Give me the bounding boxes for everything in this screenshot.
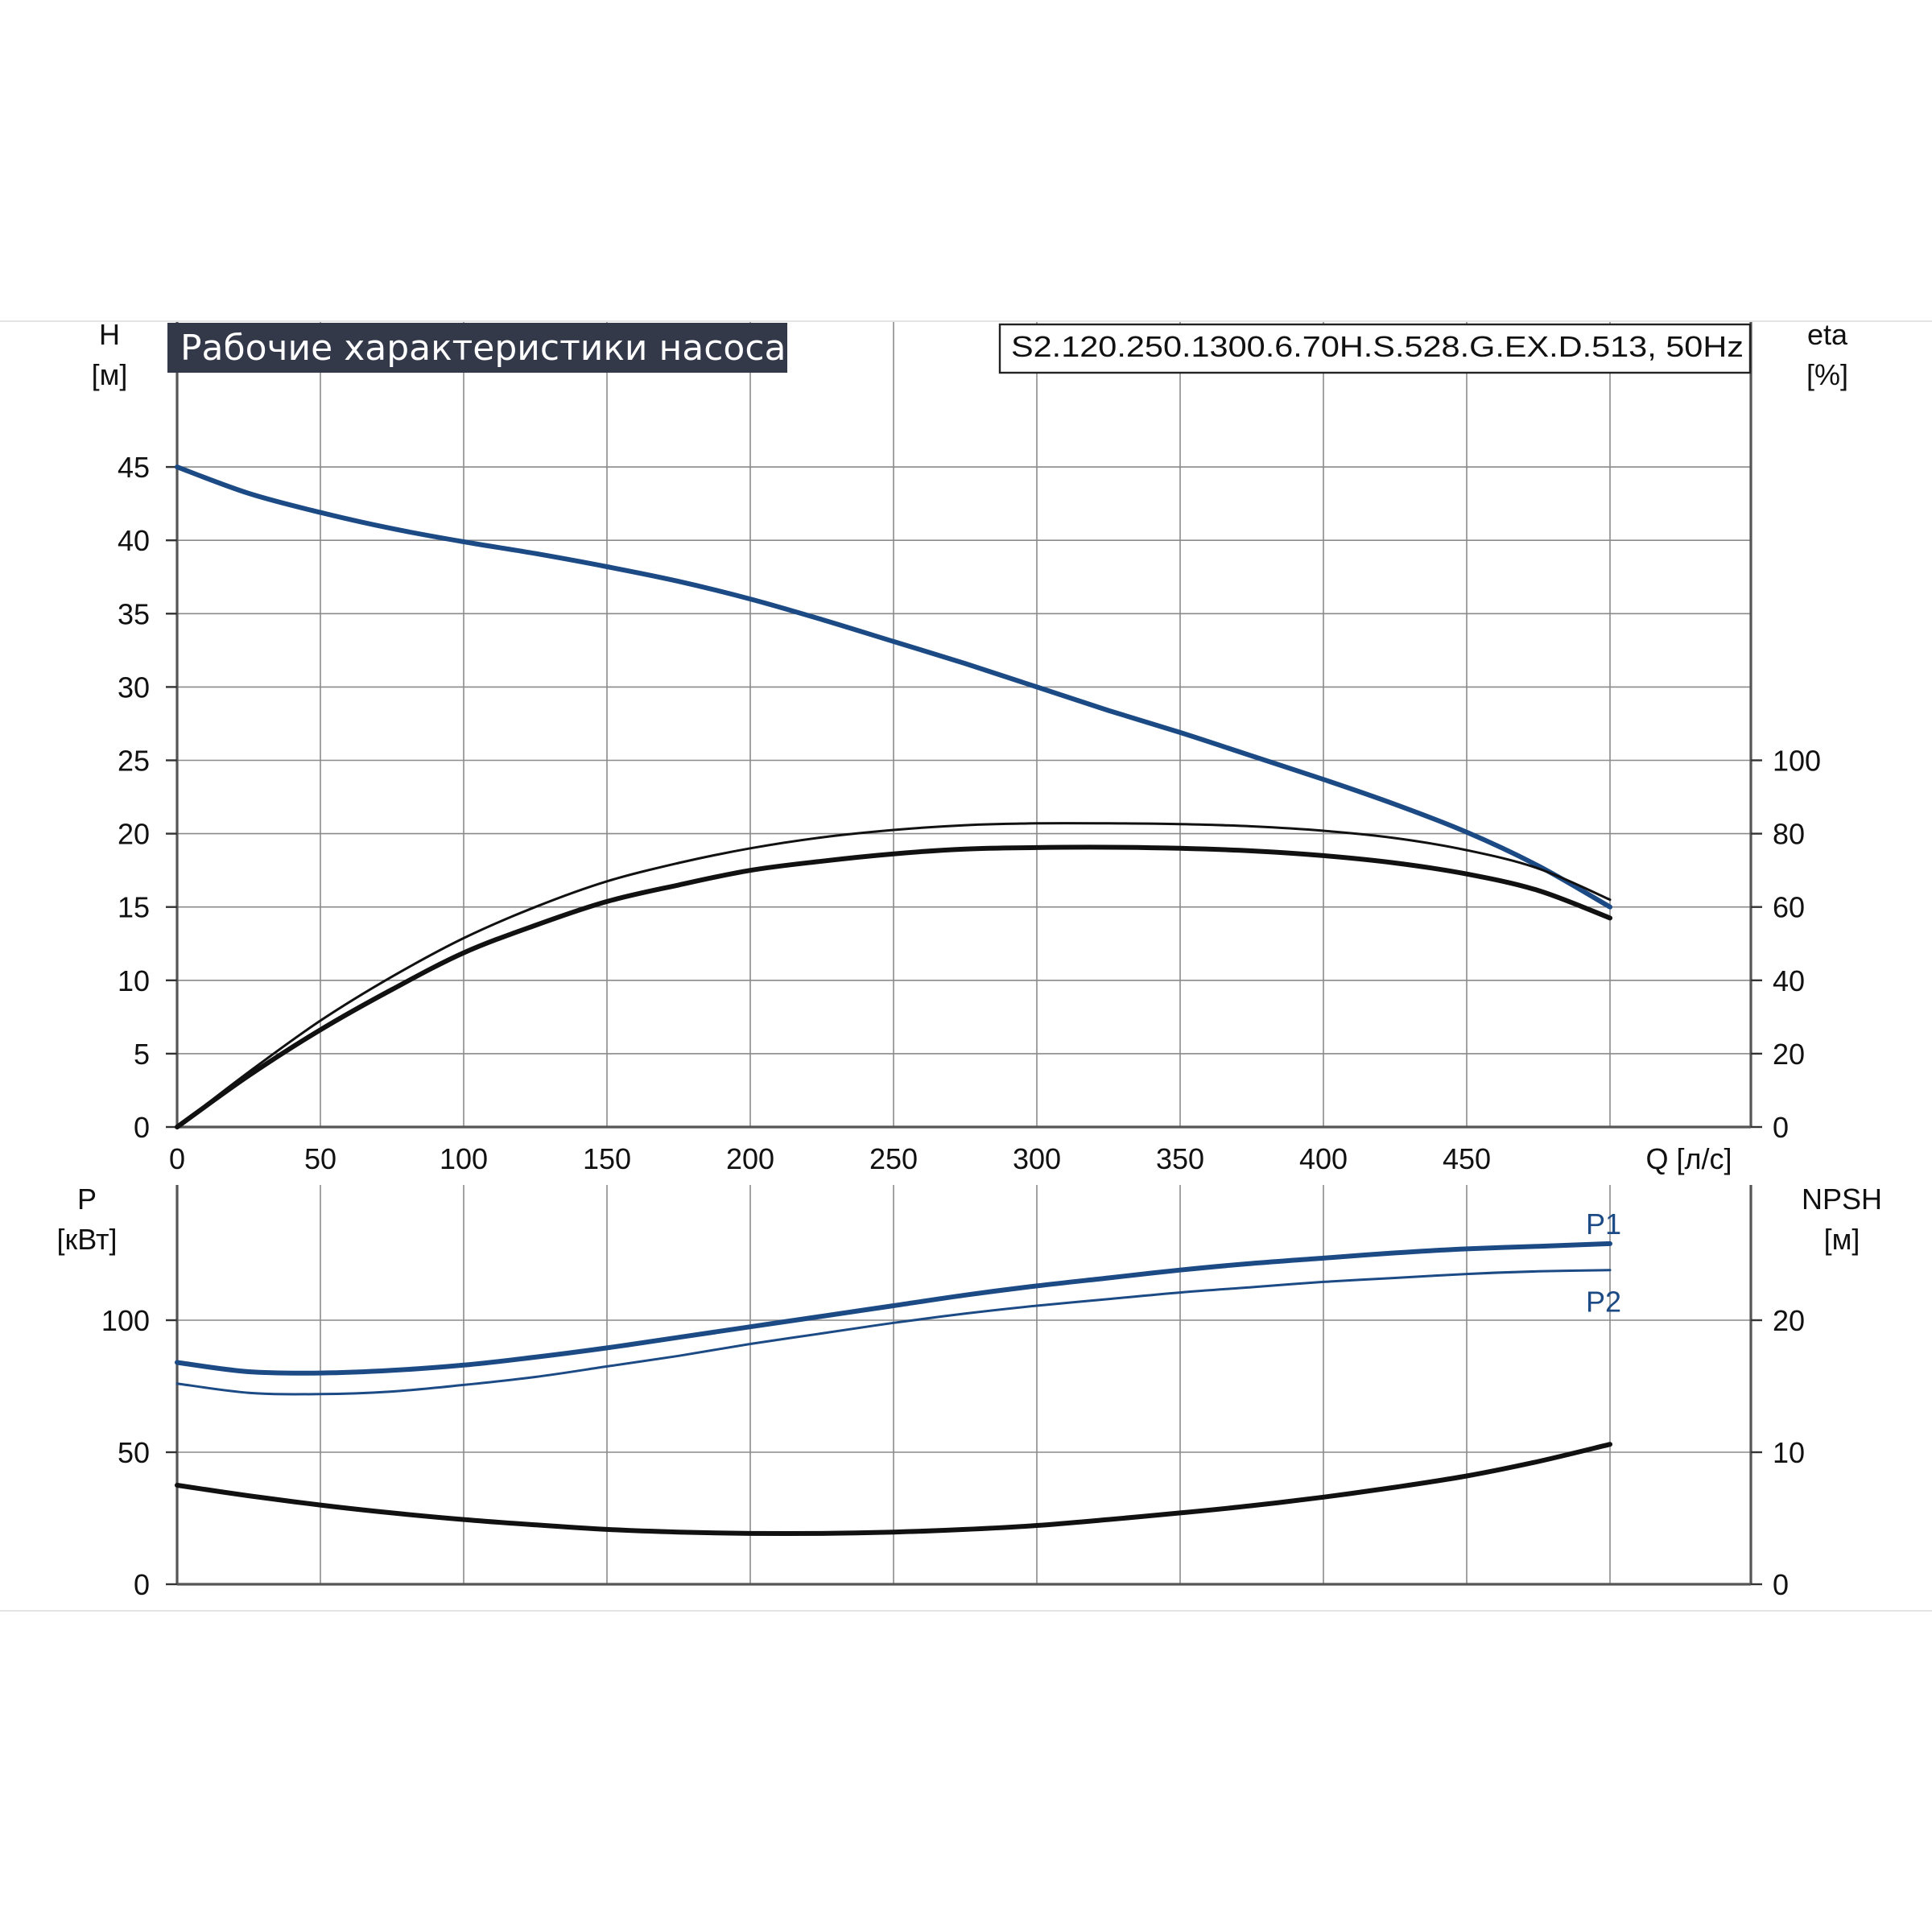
model-box: S2.120.250.1300.6.70H.S.528.G.EX.D.513, …: [998, 323, 1752, 374]
left-tick-label: 25: [118, 745, 150, 778]
x-tick-label: 350: [1156, 1142, 1204, 1175]
right-tick-label: 60: [1773, 891, 1805, 924]
x-tick-label: 450: [1443, 1142, 1491, 1175]
curve-blue: [175, 464, 1612, 910]
left-tick-label: 15: [118, 891, 150, 924]
right-tick-label: 20: [1773, 1304, 1805, 1337]
right-tick-label: 100: [1773, 745, 1821, 778]
left-tick-label: 100: [101, 1304, 150, 1337]
left-tick-label: 50: [118, 1436, 150, 1469]
curve-p2: [175, 1269, 1612, 1396]
x-tick-label: 100: [440, 1142, 488, 1175]
curve-black: [175, 844, 1612, 1129]
x-tick-label: 400: [1299, 1142, 1348, 1175]
title-background: [167, 323, 787, 373]
left-axis-title: P: [77, 1183, 97, 1216]
right-tick-label: 20: [1773, 1038, 1805, 1071]
right-axis-unit: [%]: [1806, 358, 1848, 391]
curve-black: [175, 1442, 1612, 1537]
left-axis-unit: [м]: [92, 358, 128, 391]
chart-title: Рабочие характеристики насоса: [180, 328, 786, 369]
left-tick-label: 30: [118, 671, 150, 704]
left-tick-label: 0: [134, 1111, 150, 1144]
x-tick-label: 150: [583, 1142, 631, 1175]
right-axis-unit: [м]: [1824, 1223, 1860, 1256]
model-box-border: [998, 323, 1752, 374]
x-tick-label: 300: [1013, 1142, 1061, 1175]
left-tick-label: 5: [134, 1038, 150, 1071]
chart-title-banner: Рабочие характеристики насоса: [167, 323, 787, 373]
model-designation: S2.120.250.1300.6.70H.S.528.G.EX.D.513, …: [1011, 330, 1744, 363]
right-tick-label: 40: [1773, 964, 1805, 997]
right-tick-label: 0: [1773, 1568, 1789, 1601]
right-tick-label: 80: [1773, 818, 1805, 851]
left-tick-label: 20: [118, 818, 150, 851]
x-axis-title: Q [л/с]: [1645, 1142, 1732, 1175]
right-tick-label: 0: [1773, 1111, 1789, 1144]
right-axis-title: NPSH: [1802, 1183, 1882, 1216]
left-axis-title: H: [99, 318, 120, 351]
right-axis-title: eta: [1807, 318, 1848, 351]
x-tick-label: 0: [169, 1142, 185, 1175]
left-tick-label: 10: [118, 964, 150, 997]
left-tick-label: 40: [118, 524, 150, 557]
curve-p1: [175, 1241, 1612, 1376]
series-label-p2: P2: [1586, 1286, 1621, 1319]
x-tick-label: 200: [726, 1142, 774, 1175]
left-tick-label: 45: [118, 451, 150, 484]
power-npsh-chart: 0 50 100 0 10 20 P [кВт] NPSH [м] P1 P2: [56, 1183, 1882, 1601]
right-tick-label: 10: [1773, 1436, 1805, 1469]
left-tick-label: 35: [118, 597, 150, 630]
left-axis-unit: [кВт]: [56, 1223, 117, 1256]
series-label-p1: P1: [1586, 1208, 1621, 1241]
left-tick-label: 0: [134, 1568, 150, 1601]
x-tick-label: 250: [869, 1142, 918, 1175]
x-tick-label: 50: [304, 1142, 336, 1175]
curve-black: [175, 822, 1612, 1129]
